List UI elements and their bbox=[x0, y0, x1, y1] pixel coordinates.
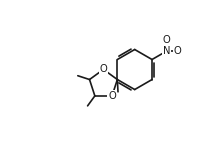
Text: O: O bbox=[99, 64, 107, 74]
Text: O: O bbox=[163, 35, 171, 45]
Text: N: N bbox=[163, 46, 170, 56]
Text: O: O bbox=[174, 46, 181, 56]
Text: O: O bbox=[108, 91, 116, 101]
